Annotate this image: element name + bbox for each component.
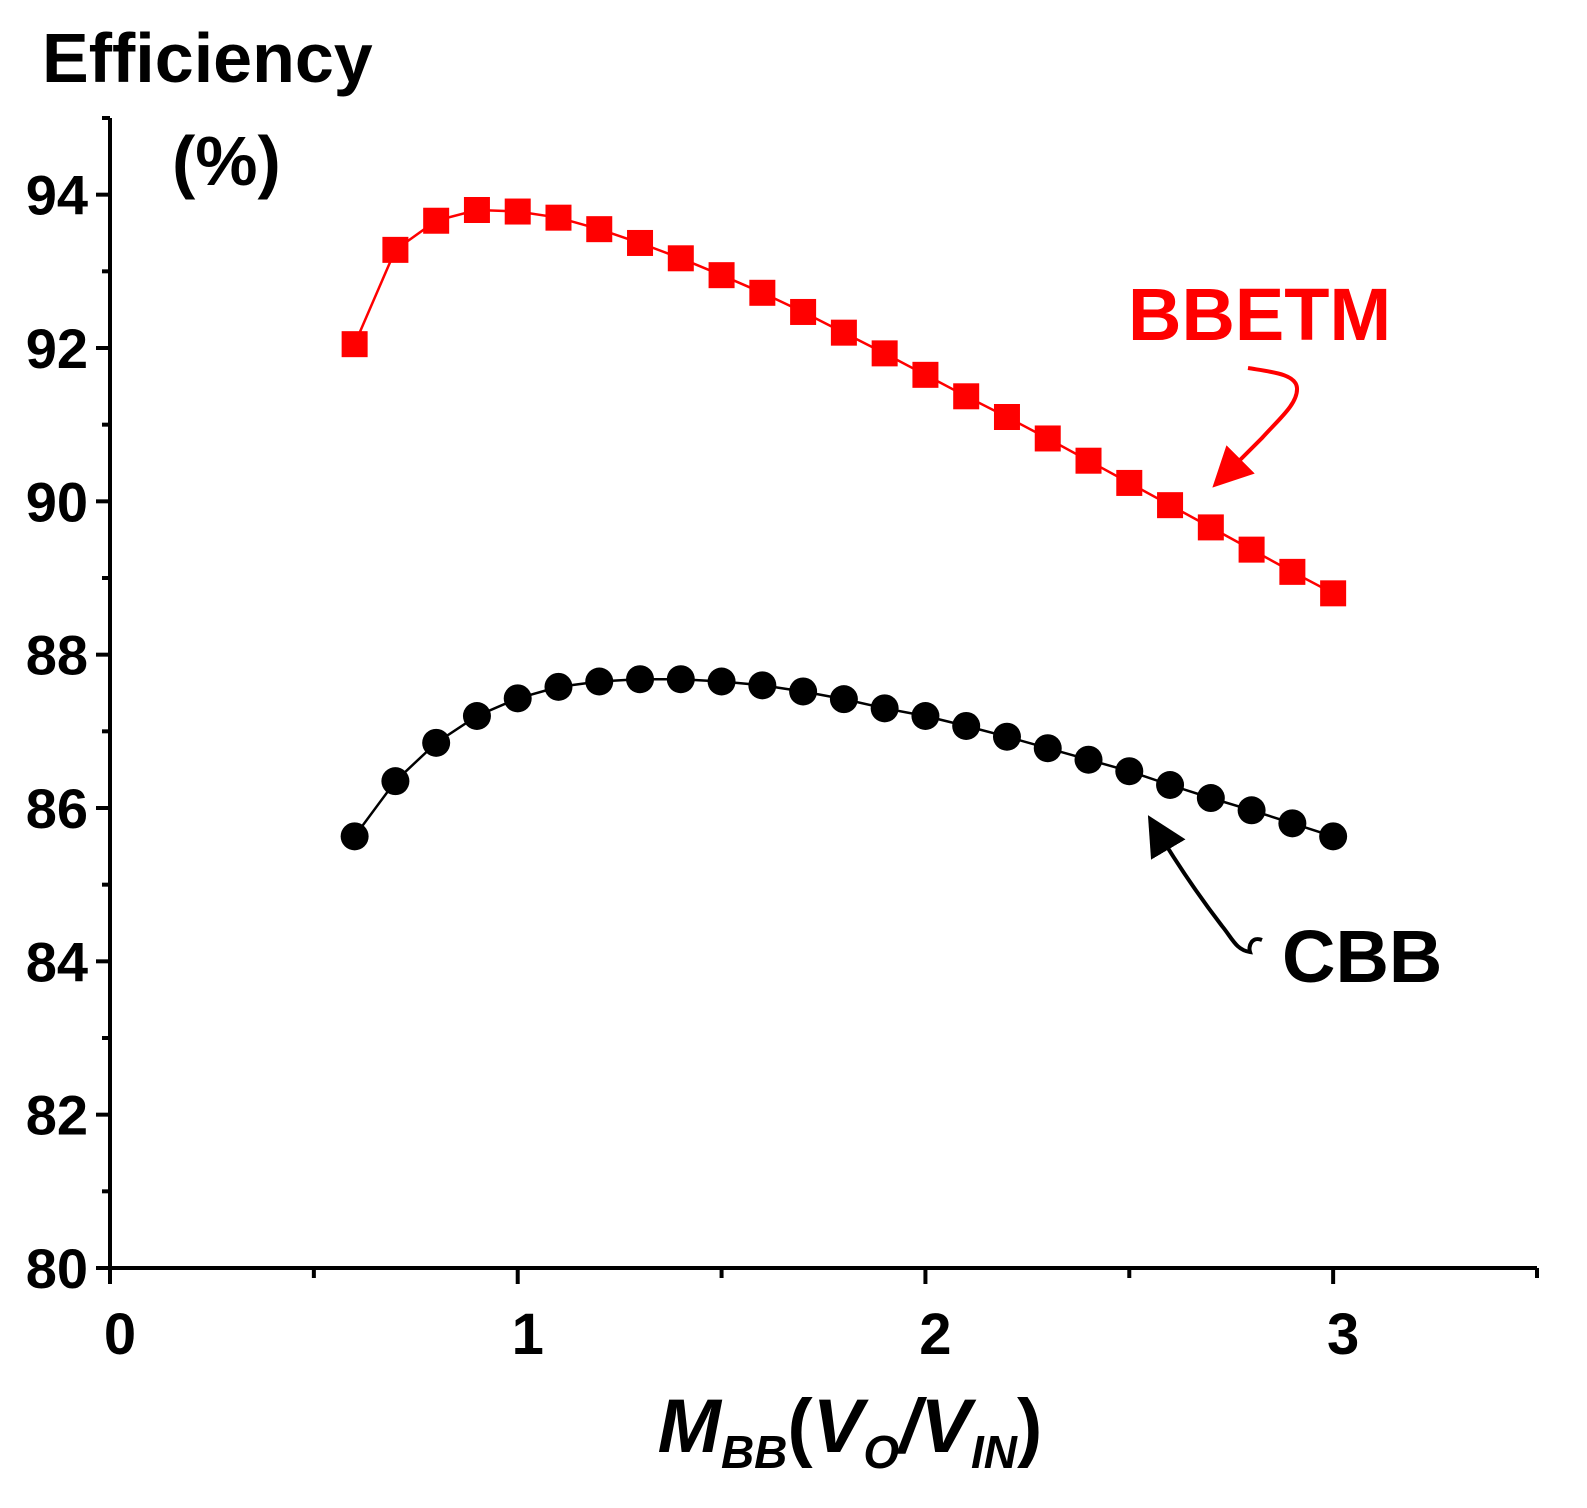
data-point-cbb [1115,757,1144,786]
data-point-cbb [829,685,858,714]
x-ticks: 0 1 2 3 [104,1268,1539,1367]
data-point-bbetm [463,197,490,223]
data-point-cbb [503,684,532,713]
data-point-cbb [870,694,899,723]
data-point-cbb [422,728,451,757]
data-point-cbb [1319,822,1348,851]
data-point-cbb [1196,784,1225,813]
series-label-bbetm: BBETM [1128,273,1391,356]
data-point-bbetm [1034,425,1061,452]
x-label-vo: V [813,1384,869,1469]
arrow-cbb [1147,815,1263,955]
data-point-cbb [1278,809,1307,838]
data-point-cbb [1156,771,1185,799]
series-layer [340,197,1348,851]
y-axis-label-line1: Efficiency [42,19,373,97]
x-tick-label: 3 [1327,1302,1359,1367]
data-point-bbetm [1238,536,1265,563]
y-tick-label: 88 [26,624,88,687]
series-bbetm [341,197,1347,607]
data-point-cbb [1033,734,1062,763]
x-tick-label: 1 [512,1302,544,1367]
data-point-cbb [381,767,410,796]
data-point-bbetm [667,245,694,272]
x-label-open-paren: ( [787,1384,813,1469]
data-point-cbb [1074,745,1103,774]
x-label-m-sub: BB [721,1426,787,1478]
data-point-bbetm [830,319,857,346]
y-ticks: 80 82 84 86 88 90 92 94 [26,116,110,1300]
data-point-bbetm [1157,492,1184,519]
y-tick-label: 94 [26,164,88,227]
y-tick-label: 86 [26,777,88,840]
data-point-bbetm [1075,447,1102,474]
data-point-bbetm [871,340,898,367]
y-tick-label: 80 [26,1237,88,1300]
data-point-bbetm [708,262,735,289]
data-point-bbetm [586,216,613,243]
data-point-cbb [911,702,940,730]
data-point-cbb [462,702,491,730]
data-point-bbetm [341,331,368,358]
data-point-bbetm [1116,469,1143,496]
data-point-bbetm [504,198,531,225]
x-tick-label: 2 [919,1302,951,1367]
data-point-cbb [952,711,981,740]
y-tick-label: 92 [26,317,88,380]
data-point-bbetm [993,404,1020,430]
x-label-close-paren: ) [1017,1384,1042,1469]
data-point-cbb [585,667,614,696]
data-point-bbetm [545,204,572,231]
data-point-bbetm [627,229,654,256]
data-point-bbetm [790,298,817,325]
x-label-vin-sub: IN [971,1426,1018,1478]
x-label-m: M [658,1384,723,1469]
data-point-bbetm [1320,580,1347,607]
y-tick-label: 84 [26,930,88,993]
data-point-cbb [707,667,736,696]
data-point-bbetm [749,279,776,306]
series-label-cbb: CBB [1282,915,1442,998]
axes: 0 1 2 3 80 82 84 86 88 90 92 94 [26,116,1539,1367]
x-tick-label: 0 [104,1302,136,1367]
data-point-cbb [992,722,1021,751]
data-point-cbb [1237,796,1266,825]
data-point-bbetm [953,383,980,410]
x-label-vo-sub: O [863,1426,899,1478]
data-point-bbetm [912,361,939,388]
y-tick-label: 82 [26,1084,88,1147]
data-point-bbetm [423,207,450,234]
data-point-bbetm [1279,558,1306,585]
data-point-bbetm [1197,514,1224,541]
data-point-cbb [544,672,573,701]
data-point-cbb [666,665,695,694]
data-point-cbb [789,677,818,706]
y-tick-label: 90 [26,470,88,533]
arrow-bbetm [1212,366,1299,488]
data-point-cbb [340,822,369,851]
data-point-bbetm [382,236,409,263]
x-label-vin: V [920,1384,976,1469]
series-line-bbetm [353,208,1334,595]
series-cbb [340,665,1348,851]
x-axis-label: MBB(VO/VIN) [658,1384,1043,1478]
y-axis-label-line2: (%) [172,122,281,200]
data-point-cbb [748,671,777,700]
data-point-cbb [626,665,655,694]
